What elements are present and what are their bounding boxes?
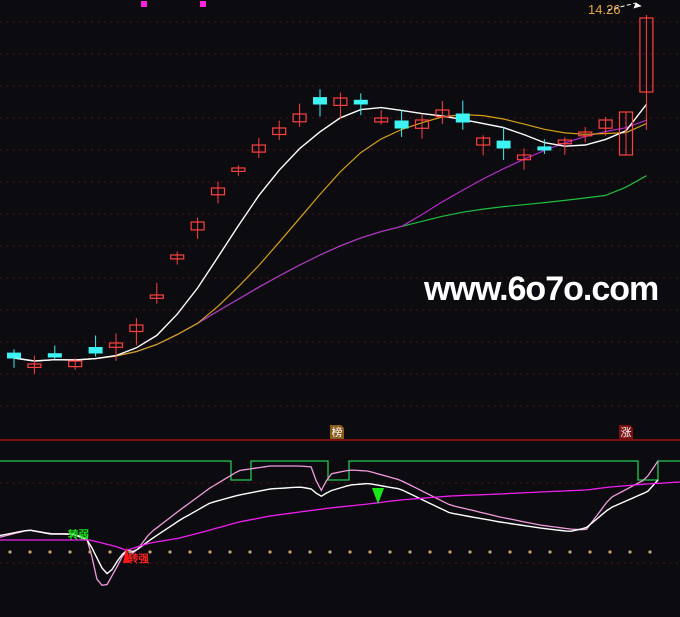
svg-text:转强: 转强 — [128, 552, 149, 565]
svg-text:转弱: 转弱 — [68, 528, 89, 541]
svg-text:榜: 榜 — [332, 425, 343, 439]
svg-text:涨: 涨 — [621, 426, 632, 439]
